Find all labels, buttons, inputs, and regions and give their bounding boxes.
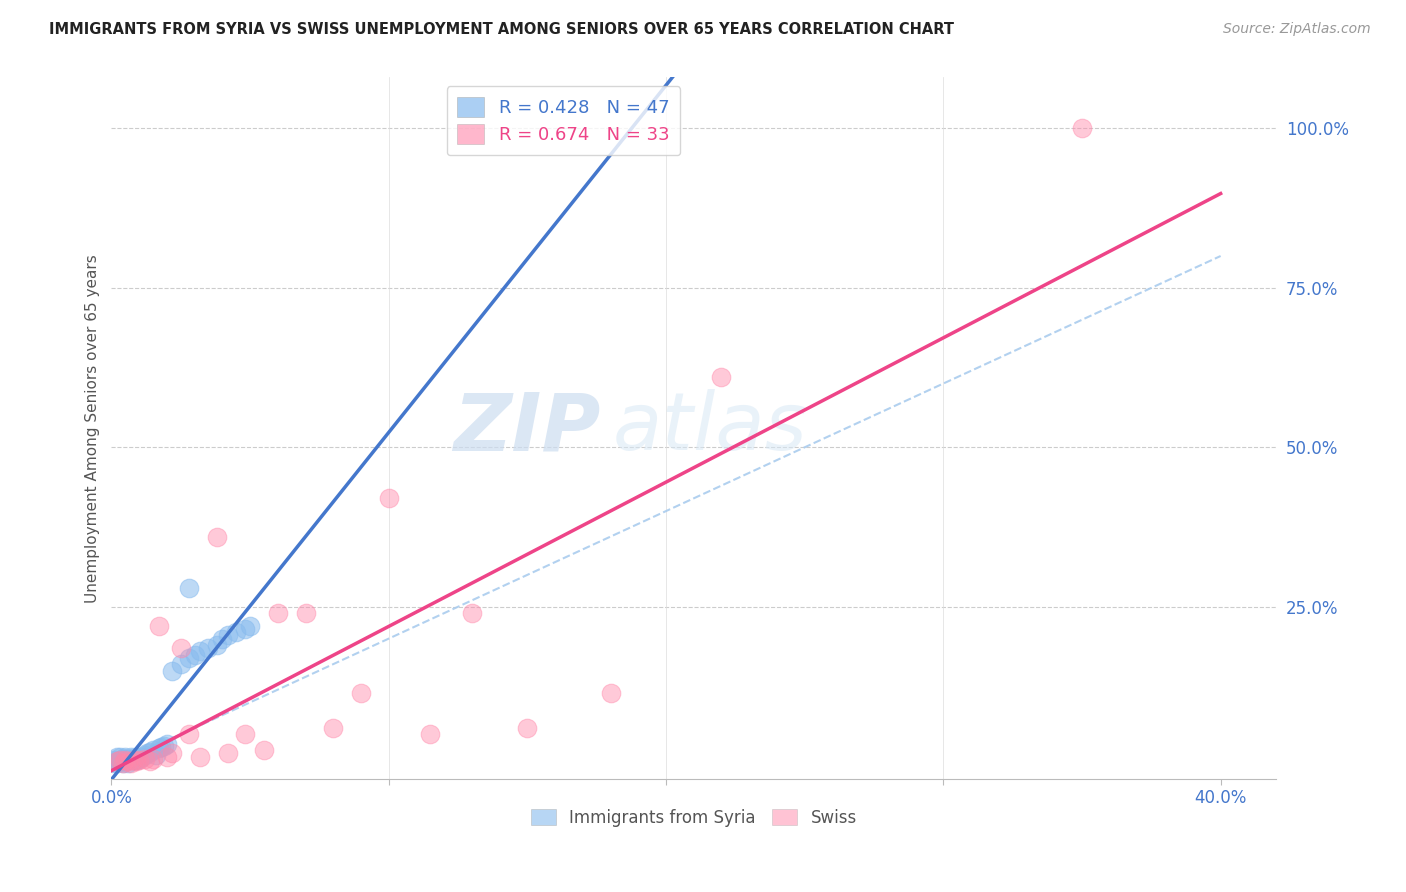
Point <box>122 751 145 765</box>
Point <box>125 753 148 767</box>
Point <box>205 530 228 544</box>
Point <box>111 751 134 765</box>
Point <box>156 737 179 751</box>
Point <box>128 753 150 767</box>
Point <box>150 739 173 754</box>
Point <box>142 751 165 765</box>
Point <box>233 727 256 741</box>
Legend: Immigrants from Syria, Swiss: Immigrants from Syria, Swiss <box>524 803 863 834</box>
Text: atlas: atlas <box>612 389 807 467</box>
Point <box>134 747 156 762</box>
Point <box>710 370 733 384</box>
Point <box>177 581 200 595</box>
Point <box>117 754 139 768</box>
Point <box>120 753 142 767</box>
Point <box>599 686 621 700</box>
Point <box>322 721 344 735</box>
Point <box>108 753 131 767</box>
Point <box>103 753 125 767</box>
Point <box>108 754 131 768</box>
Point <box>139 745 162 759</box>
Point <box>294 606 316 620</box>
Point <box>217 628 239 642</box>
Point <box>108 753 131 767</box>
Point <box>233 622 256 636</box>
Point <box>148 619 170 633</box>
Point <box>117 751 139 765</box>
Point <box>177 727 200 741</box>
Y-axis label: Unemployment Among Seniors over 65 years: Unemployment Among Seniors over 65 years <box>86 254 100 603</box>
Point <box>239 619 262 633</box>
Point <box>516 721 538 735</box>
Text: ZIP: ZIP <box>453 389 600 467</box>
Point <box>122 753 145 767</box>
Point <box>211 632 233 646</box>
Point <box>114 753 136 767</box>
Point <box>114 749 136 764</box>
Point <box>105 756 128 770</box>
Point <box>162 664 184 678</box>
Point <box>111 756 134 770</box>
Point <box>197 641 219 656</box>
Point <box>170 657 193 672</box>
Point <box>125 749 148 764</box>
Point <box>142 743 165 757</box>
Point <box>103 756 125 770</box>
Point <box>131 749 153 764</box>
Point <box>377 491 399 506</box>
Point <box>350 686 373 700</box>
Point <box>253 743 276 757</box>
Point <box>217 747 239 761</box>
Point <box>148 741 170 756</box>
Point <box>114 754 136 768</box>
Point <box>125 754 148 768</box>
Point <box>145 747 167 762</box>
Point <box>105 754 128 768</box>
Point <box>111 756 134 770</box>
Point <box>128 751 150 765</box>
Point <box>114 753 136 767</box>
Text: IMMIGRANTS FROM SYRIA VS SWISS UNEMPLOYMENT AMONG SENIORS OVER 65 YEARS CORRELAT: IMMIGRANTS FROM SYRIA VS SWISS UNEMPLOYM… <box>49 22 955 37</box>
Point <box>111 753 134 767</box>
Point <box>419 727 441 741</box>
Point <box>267 606 290 620</box>
Point <box>461 606 484 620</box>
Point <box>225 625 247 640</box>
Point <box>108 749 131 764</box>
Point <box>170 641 193 656</box>
Point <box>117 753 139 767</box>
Point <box>105 749 128 764</box>
Point <box>122 753 145 767</box>
Point <box>136 747 159 761</box>
Point <box>117 756 139 770</box>
Point <box>120 756 142 770</box>
Point <box>162 747 184 761</box>
Point <box>188 749 211 764</box>
Point <box>205 638 228 652</box>
Point <box>120 749 142 764</box>
Point <box>177 650 200 665</box>
Point <box>156 749 179 764</box>
Point <box>153 739 176 753</box>
Point <box>1071 121 1094 136</box>
Point <box>139 754 162 768</box>
Point <box>188 644 211 658</box>
Point <box>105 754 128 768</box>
Point <box>183 648 205 662</box>
Text: Source: ZipAtlas.com: Source: ZipAtlas.com <box>1223 22 1371 37</box>
Point <box>134 751 156 765</box>
